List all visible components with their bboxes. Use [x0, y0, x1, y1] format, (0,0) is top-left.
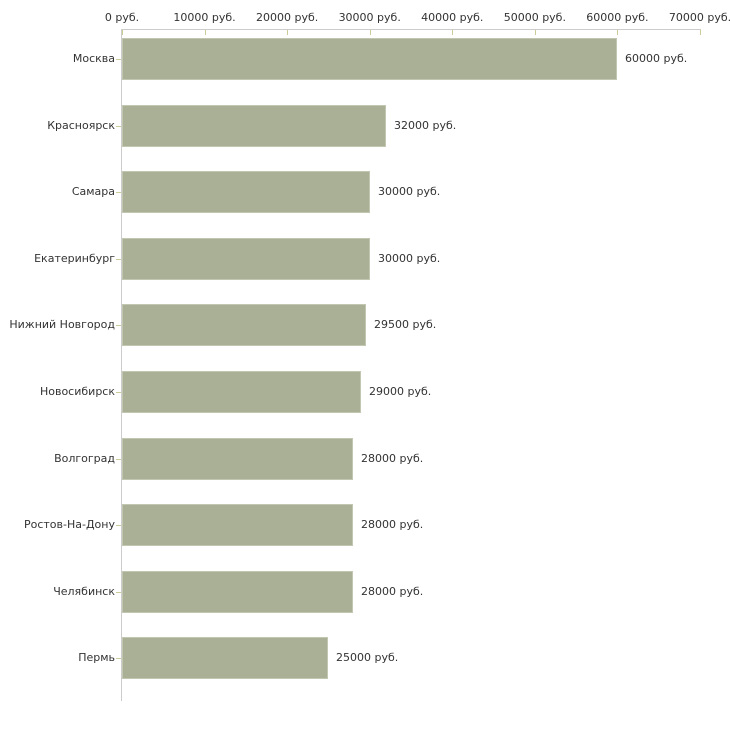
category-label: Красноярск [47, 119, 115, 132]
y-tick-mark [116, 459, 121, 460]
value-label: 30000 руб. [378, 185, 441, 198]
bar-3 [122, 238, 370, 280]
category-label: Челябинск [53, 585, 115, 598]
x-tick-mark [287, 30, 289, 35]
value-label: 28000 руб. [361, 518, 424, 531]
value-label: 29000 руб. [369, 385, 432, 398]
category-label: Екатеринбург [34, 252, 115, 265]
y-tick-mark [116, 126, 121, 127]
y-tick-mark [116, 59, 121, 60]
x-tick-label: 30000 руб. [338, 11, 401, 24]
value-label: 60000 руб. [625, 52, 688, 65]
y-tick-mark [116, 192, 121, 193]
x-tick-mark [534, 30, 536, 35]
category-label: Пермь [78, 651, 115, 664]
y-tick-mark [116, 392, 121, 393]
x-tick-mark [369, 30, 371, 35]
bar-9 [122, 637, 328, 679]
x-tick-mark [122, 30, 123, 35]
x-tick-label: 50000 руб. [503, 11, 566, 24]
x-tick-label: 0 руб. [104, 11, 140, 24]
x-axis-line [121, 29, 701, 30]
y-axis-line [121, 29, 122, 701]
category-label: Москва [72, 52, 115, 65]
bar-0 [122, 38, 617, 80]
x-tick-label: 60000 руб. [586, 11, 649, 24]
bar-8 [122, 571, 353, 613]
y-tick-mark [116, 325, 121, 326]
bar-7 [122, 504, 353, 546]
y-tick-mark [116, 259, 121, 260]
x-tick-mark [700, 30, 701, 35]
category-label: Волгоград [54, 452, 115, 465]
value-label: 28000 руб. [361, 452, 424, 465]
value-label: 30000 руб. [378, 252, 441, 265]
x-tick-label: 20000 руб. [256, 11, 319, 24]
bar-2 [122, 171, 370, 213]
x-tick-mark [452, 30, 454, 35]
category-label: Самара [71, 185, 115, 198]
category-label: Новосибирск [39, 385, 115, 398]
bar-1 [122, 105, 386, 147]
x-tick-label: 70000 руб. [668, 11, 730, 24]
bar-5 [122, 371, 361, 413]
bar-4 [122, 304, 366, 346]
y-tick-mark [116, 658, 121, 659]
value-label: 32000 руб. [394, 119, 457, 132]
category-label: Ростов-На-Дону [23, 518, 115, 531]
value-label: 25000 руб. [336, 651, 399, 664]
x-tick-label: 10000 руб. [173, 11, 236, 24]
x-tick-label: 40000 руб. [421, 11, 484, 24]
category-label: Нижний Новгород [9, 318, 115, 331]
value-label: 28000 руб. [361, 585, 424, 598]
x-tick-mark [204, 30, 206, 35]
x-tick-mark [617, 30, 619, 35]
y-tick-mark [116, 525, 121, 526]
y-tick-mark [116, 592, 121, 593]
value-label: 29500 руб. [374, 318, 437, 331]
bar-6 [122, 438, 353, 480]
